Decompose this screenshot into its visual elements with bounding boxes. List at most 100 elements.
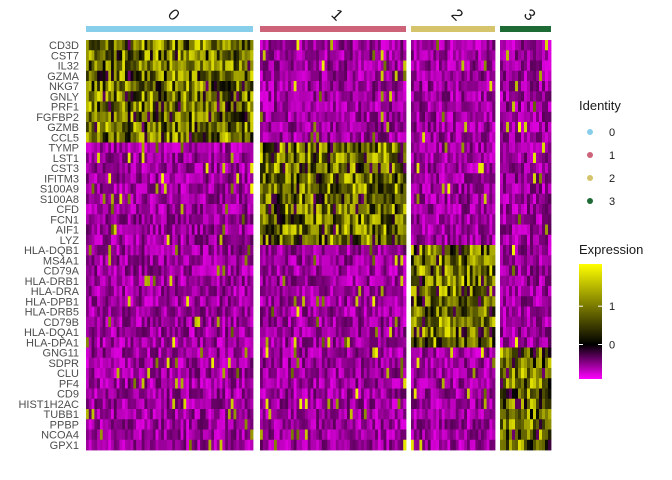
heatmap-cell: [111, 337, 115, 348]
heatmap-cell: [422, 327, 426, 338]
heatmap-cell: [290, 142, 295, 154]
heatmap-cell: [318, 163, 323, 174]
heatmap-cell: [108, 409, 112, 420]
heatmap-cell: [105, 398, 109, 410]
heatmap-cell: [180, 193, 184, 205]
heatmap-cell: [355, 122, 359, 133]
heatmap-cell: [250, 193, 254, 205]
heatmap-cell: [271, 40, 275, 51]
heatmap-cell: [147, 357, 151, 369]
heatmap-cell: [377, 286, 382, 297]
heatmap-cell: [250, 204, 254, 215]
heatmap-cell: [161, 265, 165, 277]
heatmap-cell: [271, 347, 275, 359]
heatmap-cell: [316, 398, 320, 410]
heatmap-cell: [441, 183, 445, 195]
heatmap-cell: [180, 60, 184, 72]
heatmap-cell: [130, 224, 134, 236]
heatmap-cell: [430, 234, 434, 246]
heatmap-cell: [352, 122, 356, 133]
heatmap-cell: [299, 316, 303, 328]
heatmap-cell: [197, 327, 201, 338]
heatmap-cell: [194, 214, 198, 225]
heatmap-cell: [202, 193, 207, 205]
heatmap-cell: [288, 204, 292, 215]
heatmap-cell: [141, 214, 145, 225]
heatmap-cell: [299, 398, 303, 410]
heatmap-cell: [166, 122, 170, 133]
heatmap-cell: [386, 337, 390, 348]
heatmap-cell: [155, 40, 159, 51]
heatmap-cell: [372, 163, 376, 174]
heatmap-cell: [124, 193, 129, 205]
heatmap-cell: [400, 132, 404, 143]
heatmap-cell: [225, 255, 229, 266]
heatmap-cell: [377, 357, 382, 369]
heatmap-cell: [386, 234, 390, 246]
heatmap-cell: [380, 40, 384, 51]
heatmap-cell: [152, 173, 156, 184]
heatmap-cell: [271, 296, 275, 307]
heatmap-cell: [214, 204, 218, 215]
heatmap-cell: [386, 388, 390, 400]
heatmap-cell: [116, 255, 120, 266]
heatmap-cell: [239, 193, 243, 205]
heatmap-cell: [285, 368, 289, 379]
heatmap-cell: [430, 388, 434, 400]
heatmap-cell: [268, 101, 272, 113]
heatmap-cell: [236, 378, 240, 389]
heatmap-cell: [108, 214, 112, 225]
heatmap-cell: [290, 60, 295, 72]
heatmap-cell: [363, 337, 368, 348]
heatmap-cell: [260, 163, 264, 174]
heatmap-cell: [222, 81, 226, 92]
heatmap-cell: [400, 122, 404, 133]
heatmap-cell: [197, 245, 201, 256]
heatmap-cell: [225, 378, 229, 389]
heatmap-cell: [200, 224, 204, 236]
heatmap-cell: [127, 368, 131, 379]
heatmap-cell: [369, 419, 373, 430]
heatmap-cell: [124, 111, 129, 123]
heatmap-cell: [403, 142, 407, 154]
heatmap-cell: [233, 255, 237, 266]
heatmap-cell: [202, 388, 207, 400]
heatmap-cell: [219, 357, 223, 369]
heatmap-cell: [122, 286, 126, 297]
heatmap-cell: [279, 173, 283, 184]
heatmap-cell: [352, 275, 356, 287]
heatmap-cell: [194, 429, 198, 441]
heatmap-cell: [169, 193, 173, 205]
heatmap-cell: [183, 337, 187, 348]
heatmap-cell: [233, 101, 237, 113]
heatmap-cell: [133, 234, 137, 246]
heatmap-cell: [377, 163, 382, 174]
heatmap-cell: [355, 398, 359, 410]
heatmap-cell: [366, 275, 370, 287]
heatmap-cell: [338, 296, 342, 307]
heatmap-cell: [436, 204, 440, 215]
heatmap-cell: [260, 398, 264, 410]
heatmap-cell: [227, 378, 232, 389]
heatmap-cell: [122, 275, 126, 287]
heatmap-cell: [313, 234, 317, 246]
heatmap-cell: [324, 255, 328, 266]
heatmap-cell: [302, 296, 306, 307]
heatmap-cell: [161, 214, 165, 225]
heatmap-cell: [177, 111, 182, 123]
heatmap-cell: [444, 70, 448, 82]
heatmap-cell: [361, 368, 365, 379]
heatmap-cell: [144, 378, 148, 389]
heatmap-cell: [216, 378, 220, 389]
heatmap-cell: [247, 214, 251, 225]
heatmap-cell: [338, 122, 342, 133]
heatmap-cell: [200, 419, 204, 430]
heatmap-cell: [163, 50, 168, 61]
heatmap-cell: [439, 398, 443, 410]
heatmap-cell: [130, 214, 134, 225]
heatmap-cell: [124, 368, 129, 379]
heatmap-cell: [389, 286, 393, 297]
heatmap-cell: [282, 122, 286, 133]
heatmap-cell: [265, 173, 269, 184]
heatmap-cell: [172, 163, 176, 174]
